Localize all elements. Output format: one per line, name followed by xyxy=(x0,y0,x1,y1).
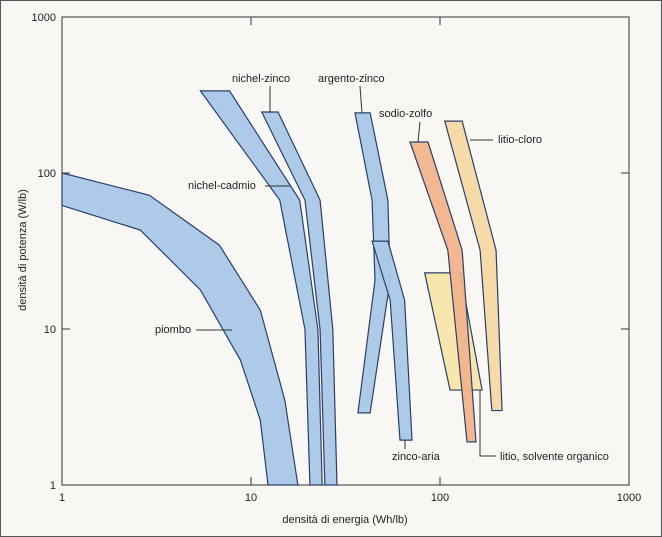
leader-line xyxy=(359,85,363,114)
series-label: litio, solvente organico xyxy=(500,451,609,463)
series-label: nichel-zinco xyxy=(232,73,290,85)
band xyxy=(199,90,323,486)
band xyxy=(260,111,338,486)
band xyxy=(371,240,413,441)
band xyxy=(443,120,503,412)
series-label: zinco-aria xyxy=(392,451,441,463)
series-label: sodio-zolfo xyxy=(379,108,432,120)
y-tick-label: 1 xyxy=(50,480,56,492)
y-tick-label: 1000 xyxy=(32,12,56,24)
x-tick-label: 1 xyxy=(59,492,65,504)
band xyxy=(409,141,477,443)
y-tick-label: 100 xyxy=(38,168,56,180)
x-axis-label: densità di energia (Wh/lb) xyxy=(282,514,407,526)
leader-line xyxy=(479,390,496,457)
series-label: piombo xyxy=(155,324,191,336)
x-tick-label: 1000 xyxy=(617,492,641,504)
y-tick-label: 10 xyxy=(44,324,56,336)
series-label: argento-zinco xyxy=(318,73,385,85)
series-label: nichel-cadmio xyxy=(188,180,256,192)
band xyxy=(61,172,299,486)
band xyxy=(354,112,391,414)
x-tick-label: 100 xyxy=(431,492,449,504)
x-tick-label: 10 xyxy=(245,492,257,504)
leader-line xyxy=(417,121,421,143)
plot-area xyxy=(61,16,630,486)
series-label: litio-cloro xyxy=(498,134,542,146)
y-axis-label: densità di potenza (W/lb) xyxy=(17,189,29,311)
